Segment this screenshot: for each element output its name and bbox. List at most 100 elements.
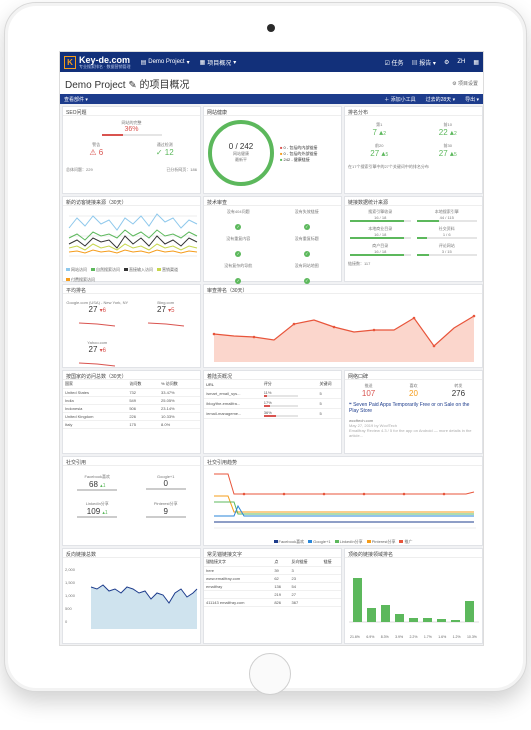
- social-stat: LinkedIn分享 109 ▴1: [63, 501, 132, 518]
- citation-item: 评论网站 3 / 15: [416, 243, 477, 256]
- date-range-select[interactable]: 过去的28天 ▾: [425, 96, 456, 103]
- table-row: Indonesia 506 23.14%: [63, 404, 200, 413]
- feed-meta: May 27, 2019 by WccfTech: [349, 423, 398, 428]
- widget-toolbar: 查看部件 ▾ ＋ 添加小工具 过去的28天 ▾ 导出 ▾: [60, 94, 483, 104]
- overview-menu-label: 项目概况: [207, 60, 232, 67]
- legend-broken-external: ■ 0 - 包括的外部链接: [280, 151, 318, 156]
- health-sub2: 最新平: [235, 157, 247, 162]
- top-domains-card: 顶级的链接领域排名 21.6% 6.9% 8.3% 3.9% 2.2% 1.7% 1.6% 1…: [344, 548, 483, 644]
- backlinks-area-chart: [90, 584, 198, 629]
- score-value: 36%: [124, 126, 139, 133]
- social-stat: Facebook喜欢 68 ▴1: [63, 474, 132, 491]
- passed-value: ✓ 12: [155, 148, 174, 157]
- check-icon: ✓: [303, 278, 310, 284]
- tasks-link[interactable]: ☑ 任务: [384, 60, 404, 67]
- landing-pages-card: 着陆页概况 URL 评分 关键词 /smart_email_sys... 11% 5 /…: [203, 370, 342, 454]
- legend-broken-internal: ■ 0 - 包括的内部链接: [280, 145, 318, 150]
- table-row: Italy 175 8.0%: [63, 420, 200, 429]
- check-icon: ✓: [235, 278, 242, 284]
- card-title: 社交引用: [63, 457, 200, 466]
- health-ring: 0 / 242 网站健康 最新平: [208, 120, 274, 186]
- social-trend-legend: Facebook喜欢 Google+1 LinkedIn分享 Pinterest分享推…: [204, 539, 482, 545]
- backlinks-card: 反向链接总数 2,000 1,500 1,000 500 0: [62, 548, 201, 644]
- card-title: 审查排名（30天）: [204, 285, 482, 294]
- table-row: United Kingdom 226 10.33%: [63, 412, 200, 421]
- card-title: 平均排名: [63, 285, 200, 294]
- audit-item: 没有网站地图 ✓: [294, 263, 319, 284]
- card-title: 反向链接总数: [63, 549, 200, 558]
- tweets-count: 107: [361, 389, 376, 398]
- country-table: 国家 访问数% 访问数 United States 732 33.47% India 5…: [63, 380, 200, 429]
- add-widget-button[interactable]: ＋ 添加小工具: [384, 96, 416, 103]
- score-bar: [101, 134, 162, 136]
- audit-item: 没有404问题 ✓: [226, 209, 250, 230]
- check-icon: ✓: [303, 224, 310, 230]
- citation-item: 本地搜索引擎 44 / 115: [416, 209, 477, 222]
- social-mentions-card: 社交引用 Facebook喜欢 68 ▴1 Google+1 0 LinkedIn分…: [62, 456, 201, 546]
- settings-icon[interactable]: ⚙: [443, 59, 450, 66]
- passed-count: 12: [164, 148, 174, 157]
- health-value: 0 / 242: [228, 142, 254, 151]
- logo[interactable]: K Key-de.com 专业搜索排名 · 数据营销管理: [64, 55, 131, 69]
- top-domains-bar-chart: [349, 578, 479, 623]
- check-icon: ✓: [235, 224, 242, 230]
- home-button[interactable]: [249, 653, 291, 695]
- apps-icon[interactable]: ▦: [473, 59, 479, 66]
- dashboard-screen: K Key-de.com 专业搜索排名 · 数据营销管理 ▤ Demo Projec…: [59, 51, 484, 646]
- legend-healthy: ■ 242 - 健康链接: [280, 157, 310, 162]
- table-row: 219 27: [204, 590, 341, 599]
- project-menu[interactable]: ▤ Demo Project ▾: [141, 59, 190, 66]
- citation-item: 本地商业目录 16 / 18: [350, 226, 411, 239]
- tasks-label: 任务: [391, 60, 404, 67]
- landing-pages-table: URL 评分 关键词 /smart_email_sys... 11% 5 /blog/t…: [204, 380, 341, 419]
- card-title: 着陆页概况: [204, 371, 341, 380]
- traffic-line-chart: [68, 213, 198, 257]
- card-title: 网络口碑: [345, 371, 482, 380]
- warnings-count: 6: [98, 148, 104, 157]
- citations-footnote: 链接数：117: [348, 261, 371, 266]
- rank-top10: 22 ▴2: [438, 128, 457, 137]
- rank-top30: 27 ▴5: [438, 149, 457, 158]
- engine-rank: Google.com (USA) - New York, NY 27 ▾6: [63, 300, 132, 332]
- card-title: 网站健康: [204, 107, 341, 116]
- table-row: /smart_email_sys... 11% 5: [204, 388, 341, 399]
- social-trend-card: 社交引用趋势 Facebook喜欢 Google+1 LinkedIn分享 Pinte…: [203, 456, 483, 546]
- check-icon: ✓: [235, 251, 242, 257]
- total-issues: 总体问题：229: [66, 167, 93, 172]
- card-title: 技术审查: [204, 197, 341, 206]
- title-bar: Demo Project ✎ 的项目概况 ⚙ 项目设置: [60, 72, 483, 94]
- citation-item: 商户目录 16 / 18: [350, 243, 411, 256]
- card-title: 新的访客链接来源（30天）: [63, 197, 200, 206]
- reports-link[interactable]: ▤ 报告 ▾: [411, 60, 436, 67]
- rank-top20: 27 ▴5: [370, 149, 389, 158]
- project-settings-label: 项目设置: [457, 80, 478, 87]
- shares-count: 276: [451, 389, 466, 398]
- card-title: 社交引用趋势: [204, 457, 482, 466]
- passed-label: 通过检测: [156, 142, 173, 147]
- feed-source: wccftech.com: [349, 418, 374, 423]
- export-button[interactable]: 导出 ▾: [465, 96, 479, 103]
- warnings-label: 警告: [92, 142, 101, 147]
- likes-count: 20: [409, 389, 418, 398]
- social-feed-card: 网络口碑 推送 107 喜欢 20 转发 276 ❝ Seven Paid Apps …: [344, 370, 483, 454]
- card-title: 常见锚链接文字: [204, 549, 341, 558]
- audit-item: 没有失效链接 ✓: [294, 209, 319, 230]
- project-menu-label: Demo Project: [148, 59, 185, 65]
- table-row: United States 732 33.47%: [63, 388, 200, 397]
- card-title: 按国家的访问总数（30天）: [63, 371, 200, 380]
- table-row: /email-manageme... 36% 5: [204, 408, 341, 419]
- view-widgets-button[interactable]: 查看部件 ▾: [64, 96, 88, 103]
- social-stat: Google+1 0: [132, 474, 201, 491]
- warnings-value: ⚠ 6: [89, 148, 104, 157]
- average-rank-card: 平均排名 Google.com (USA) - New York, NY 27 ▾…: [62, 284, 201, 368]
- audit-item: 没有重复内容 ✓: [226, 236, 251, 257]
- seo-issues-card: SEO问题 网站的完整 36% 警告 ⚠ 6 通过检测 ✓ 12 总体问题：229 已…: [62, 106, 201, 194]
- feed-headline[interactable]: ❝ Seven Paid Apps Temporarily Free or on…: [349, 402, 470, 414]
- project-settings-link[interactable]: ⚙ 项目设置: [452, 80, 478, 87]
- site-health-card: 网站健康 0 / 242 网站健康 最新平 ■ 0 - 包括的内部链接 ■ 0 …: [203, 106, 342, 194]
- language-switch[interactable]: ZH: [457, 59, 466, 65]
- rank-footnote: 在17个搜索引擎中的27个关键词中的排名分布: [348, 164, 429, 169]
- top-nav: K Key-de.com 专业搜索排名 · 数据营销管理 ▤ Demo Projec…: [60, 52, 483, 72]
- logo-mark: K: [64, 55, 76, 69]
- overview-menu[interactable]: ▦ 项目概况 ▾: [200, 58, 237, 67]
